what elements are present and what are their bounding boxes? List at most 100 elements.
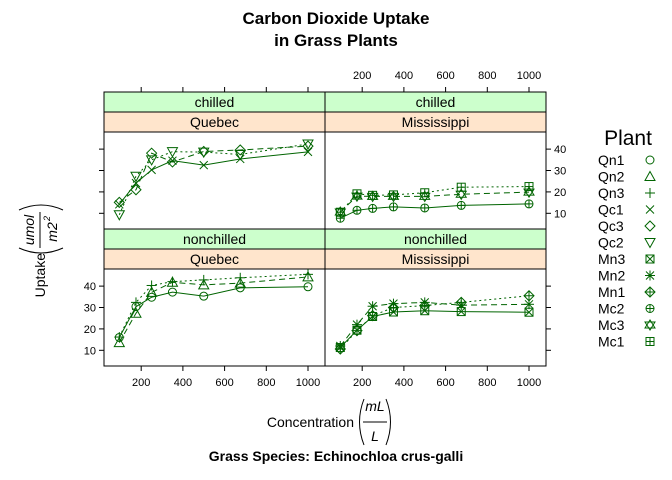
legend-symbol-mn1 <box>644 286 656 298</box>
strip-treatment-label: nonchilled <box>183 231 246 247</box>
point-qn3 <box>130 297 141 308</box>
legend-label-mc3: Mc3 <box>598 317 625 333</box>
x-tick-label-top: 600 <box>436 70 454 82</box>
point-qn2 <box>130 307 142 318</box>
strip-treatment-label: chilled <box>416 94 456 110</box>
legend-label-qn2: Qn2 <box>598 169 625 185</box>
point-qn3 <box>303 269 313 280</box>
y-axis-title: Uptake <box>32 253 48 298</box>
point-qn1 <box>167 287 177 297</box>
point-qn2 <box>197 278 210 290</box>
point-qc1 <box>199 160 209 170</box>
point-qn3 <box>235 272 246 283</box>
legend-label-qc2: Qc2 <box>598 235 624 251</box>
strip-type-label: Quebec <box>190 251 239 267</box>
legend-label-qc1: Qc1 <box>598 202 624 218</box>
y-tick-label-right: 30 <box>554 166 566 178</box>
point-mc2 <box>368 203 378 213</box>
chart-subtitle: Grass Species: Echinochloa crus-galli <box>209 448 463 464</box>
point-qn3 <box>146 280 157 291</box>
series-line-mn1 <box>339 295 530 350</box>
strip-treatment-label: nonchilled <box>404 231 467 247</box>
point-qc2 <box>197 147 210 159</box>
strip-type-label: Mississippi <box>402 251 470 267</box>
legend: Plant Qn1Qn2Qn3Qc1Qc3Qc2Mn3Mn2Mn1Mc2Mc3M… <box>598 127 656 350</box>
x-tick-label-top: 200 <box>353 70 371 82</box>
point-mc1 <box>524 182 534 192</box>
y-axis-unit-exponent: 2 <box>42 216 52 222</box>
y-tick-label-right: 10 <box>554 208 566 220</box>
point-mc2 <box>420 203 430 213</box>
x-tick-label-bottom: 400 <box>395 377 413 389</box>
legend-symbol-mc1 <box>645 337 655 346</box>
legend-label-qc3: Qc3 <box>598 218 624 234</box>
point-qn2 <box>145 286 158 297</box>
strip-type-label: Quebec <box>190 114 239 130</box>
y-tick-label-right: 40 <box>554 144 566 156</box>
point-qc2 <box>130 171 142 183</box>
point-mn2 <box>367 301 378 312</box>
point-qc2 <box>302 139 314 151</box>
point-mc1 <box>335 207 345 217</box>
x-tick-label-top: 400 <box>395 70 413 82</box>
point-mn1 <box>455 296 467 309</box>
legend-label-qn1: Qn1 <box>598 152 625 168</box>
point-qc3 <box>145 147 158 159</box>
axes-group: 200 200 200 400 400 400 600 600 600 800 800 800 1000… <box>84 70 567 389</box>
legend-symbol-mc3 <box>644 319 656 331</box>
legend-title: Plant <box>604 127 652 150</box>
legend-symbol-qn3 <box>645 188 655 198</box>
x-axis-right-paren <box>385 398 391 446</box>
point-mc2 <box>352 205 362 215</box>
x-axis-left-paren <box>359 398 365 446</box>
y-tick-label-left: 20 <box>84 324 96 336</box>
y-tick-label-left: 30 <box>84 303 96 315</box>
point-qn2 <box>113 336 126 348</box>
point-qc3 <box>166 156 179 168</box>
x-axis-title: Concentration <box>267 414 354 430</box>
legend-label-mc1: Mc1 <box>598 334 625 350</box>
point-qc3 <box>130 184 142 196</box>
legend-symbol-qc2 <box>644 238 656 249</box>
point-qc1 <box>131 178 141 188</box>
x-tick-label-bottom: 800 <box>257 377 275 389</box>
point-mn1 <box>366 309 379 322</box>
strip-treatment-label: chilled <box>195 94 235 110</box>
legend-label-mn2: Mn2 <box>598 268 625 284</box>
point-mn1 <box>351 324 363 337</box>
x-tick-label-bottom: 600 <box>436 377 454 389</box>
point-mn1 <box>334 343 347 355</box>
point-mc1 <box>420 188 430 198</box>
series-line-qc2 <box>118 143 309 215</box>
point-qc1 <box>303 147 313 157</box>
legend-symbol-qn1 <box>645 155 655 165</box>
x-tick-label-bottom: 600 <box>215 377 233 389</box>
point-mc1 <box>368 190 378 200</box>
chart-title-line2: in Grass Plants <box>274 31 398 50</box>
point-mc1 <box>456 182 466 192</box>
panel-frame <box>324 268 547 367</box>
point-qn3 <box>198 274 209 285</box>
point-mn1 <box>387 301 400 314</box>
x-tick-label-bottom: 200 <box>132 377 150 389</box>
strip-type-label: Mississippi <box>402 114 470 130</box>
panel-chilled-quebec: chilled Quebec <box>103 91 326 230</box>
legend-symbol-qc1 <box>645 205 655 214</box>
x-axis-label: Concentration mL L <box>267 398 391 446</box>
point-qc2 <box>145 155 158 166</box>
point-mc2 <box>524 199 534 209</box>
legend-label-qn3: Qn3 <box>598 185 625 201</box>
panel-nonchilled-mississippi: nonchilled Mississippi <box>324 228 547 367</box>
legend-label-mn1: Mn1 <box>598 284 625 300</box>
x-tick-label-bottom: 400 <box>174 377 192 389</box>
point-qn3 <box>114 332 125 343</box>
y-tick-label-left: 40 <box>84 281 96 293</box>
x-tick-label-top: 800 <box>478 70 496 82</box>
legend-label-mn3: Mn3 <box>598 251 625 267</box>
point-qn1 <box>199 291 209 301</box>
point-qc2 <box>234 149 247 161</box>
y-axis-label: Uptake umol m2 2 <box>18 204 64 298</box>
x-tick-label-bottom: 1000 <box>517 377 541 389</box>
point-mc2 <box>456 200 466 210</box>
